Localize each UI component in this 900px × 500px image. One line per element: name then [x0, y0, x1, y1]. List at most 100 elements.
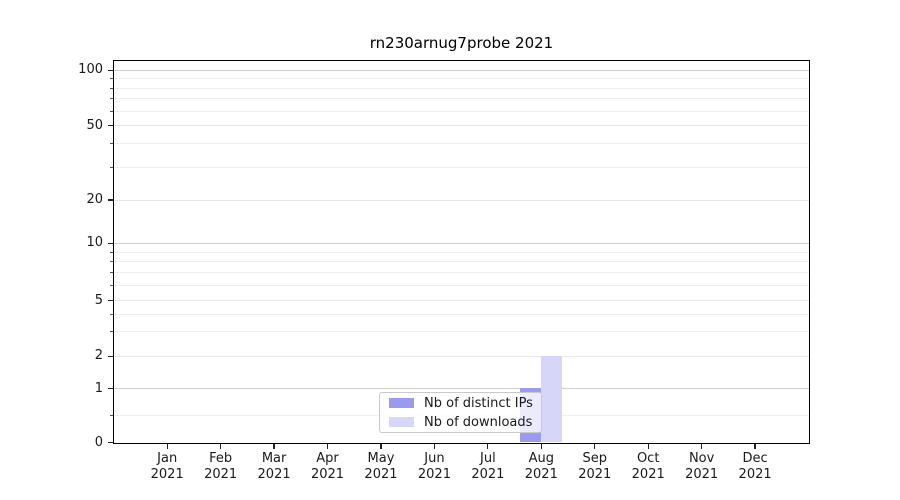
- x-tick-label-month: Aug: [528, 451, 554, 466]
- x-tick: [166, 444, 168, 449]
- x-tick-label-year: 2021: [257, 466, 291, 482]
- x-tick-label-year: 2021: [471, 466, 505, 482]
- x-tick-label-month: Dec: [742, 451, 768, 466]
- x-tick-label: Sep 2021: [563, 451, 627, 482]
- bar-downloads: [540, 355, 562, 442]
- gridline-major: [114, 388, 809, 389]
- x-tick-label: Mar 2021: [242, 451, 306, 482]
- x-tick: [647, 444, 649, 449]
- y-tick: [107, 69, 113, 71]
- y-tick-label: 1: [94, 380, 103, 396]
- y-minor-tick: [110, 166, 113, 168]
- gridline: [114, 300, 809, 302]
- x-tick: [701, 444, 703, 449]
- x-tick-label-year: 2021: [310, 466, 345, 482]
- x-tick-label-month: Nov: [688, 451, 715, 466]
- x-tick-label-year: 2021: [364, 466, 398, 482]
- gridline: [114, 199, 809, 201]
- x-tick-label-month: Apr: [316, 451, 339, 466]
- legend-label-downloads: Nb of downloads: [424, 414, 533, 430]
- y-tick-label: 0: [94, 434, 103, 450]
- y-tick: [107, 125, 113, 127]
- gridline-major: [114, 242, 809, 244]
- y-minor-tick: [110, 415, 113, 416]
- gridline-minor: [114, 313, 809, 315]
- x-tick-label-month: Feb: [209, 451, 233, 466]
- x-tick: [326, 444, 329, 449]
- x-tick-label-year: 2021: [417, 466, 451, 482]
- x-tick-label-month: Mar: [261, 451, 287, 466]
- gridline-minor: [114, 143, 809, 145]
- x-tick-label-year: 2021: [738, 466, 772, 482]
- legend-label-distinct-ips: Nb of distinct IPs: [424, 395, 533, 411]
- gridline: [114, 355, 809, 357]
- x-tick-label-year: 2021: [578, 466, 612, 482]
- y-minor-tick: [110, 87, 113, 89]
- x-tick-label-year: 2021: [150, 466, 184, 482]
- x-tick-label: Aug 2021: [509, 451, 573, 482]
- gridline-minor: [114, 87, 809, 89]
- y-tick: [107, 441, 113, 444]
- y-tick-label: 100: [78, 62, 103, 78]
- x-tick-label-year: 2021: [524, 466, 558, 482]
- x-tick-label-month: Jan: [157, 451, 178, 466]
- y-minor-tick: [110, 272, 113, 274]
- x-tick-label-year: 2021: [631, 466, 665, 482]
- y-minor-tick: [110, 251, 113, 253]
- x-tick-label: Apr 2021: [296, 451, 360, 482]
- plot-area: [113, 60, 810, 444]
- legend-item-distinct-ips: Nb of distinct IPs: [389, 396, 541, 411]
- y-minor-tick: [110, 98, 113, 100]
- y-minor-tick: [110, 78, 113, 80]
- y-tick-label: 50: [86, 117, 103, 133]
- x-tick-label: May 2021: [349, 451, 413, 482]
- x-tick-label-month: May: [367, 451, 395, 466]
- gridline-minor: [114, 166, 809, 168]
- gridline-minor: [114, 331, 809, 333]
- x-tick-label-year: 2021: [685, 466, 719, 482]
- x-tick-label-month: Sep: [582, 451, 607, 466]
- x-tick: [380, 444, 382, 449]
- y-tick-label: 2: [94, 348, 103, 364]
- legend-item-downloads: Nb of downloads: [389, 415, 541, 430]
- gridline: [114, 125, 809, 127]
- y-minor-tick: [110, 313, 113, 315]
- x-tick-label: Dec 2021: [723, 451, 787, 482]
- x-tick-label: Jan 2021: [135, 451, 199, 482]
- gridline-minor: [114, 272, 809, 274]
- x-tick: [594, 444, 596, 449]
- y-tick: [107, 242, 113, 244]
- x-tick: [540, 444, 542, 449]
- x-tick-label-month: Jun: [424, 451, 445, 466]
- x-tick-label-month: Oct: [636, 451, 660, 466]
- y-minor-tick: [110, 261, 113, 263]
- gridline-minor: [114, 78, 809, 80]
- y-minor-tick: [110, 285, 113, 287]
- y-tick: [107, 199, 113, 201]
- x-tick-label: Nov 2021: [670, 451, 734, 482]
- gridline-minor: [114, 251, 809, 253]
- y-minor-tick: [110, 110, 113, 112]
- x-tick-label: Feb 2021: [189, 451, 253, 482]
- y-tick-label: 10: [86, 235, 103, 251]
- x-tick-label: Oct 2021: [616, 451, 680, 482]
- y-minor-tick: [110, 331, 113, 333]
- gridline-minor: [114, 98, 809, 100]
- x-tick: [220, 444, 222, 449]
- y-tick-label: 20: [86, 192, 103, 207]
- x-tick-label-year: 2021: [204, 466, 238, 482]
- chart-title: rn230arnug7probe 2021: [369, 34, 554, 52]
- y-tick-label: 5: [94, 292, 103, 308]
- gridline-major: [114, 69, 809, 71]
- y-tick: [107, 300, 113, 302]
- legend-swatch-downloads: [389, 417, 414, 427]
- gridline-minor: [114, 285, 809, 287]
- x-tick-label-month: Jul: [480, 451, 496, 466]
- gridline-minor: [114, 110, 809, 112]
- x-tick: [433, 444, 435, 449]
- y-tick: [107, 355, 113, 357]
- y-minor-tick: [110, 143, 113, 145]
- x-tick: [487, 444, 489, 449]
- x-tick-label: Jun 2021: [402, 451, 466, 482]
